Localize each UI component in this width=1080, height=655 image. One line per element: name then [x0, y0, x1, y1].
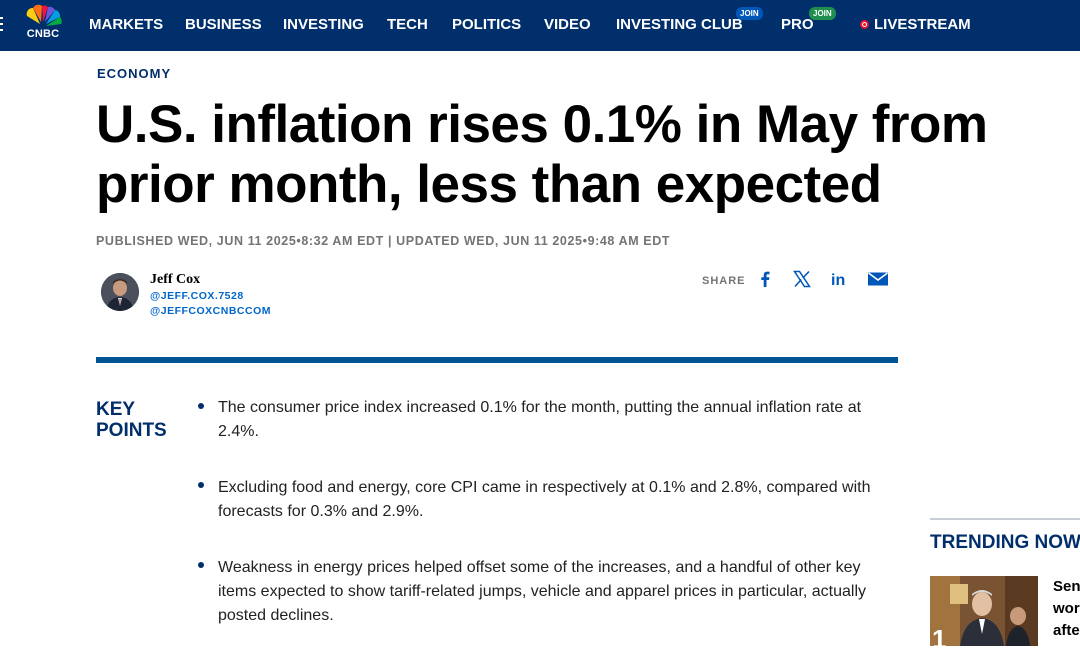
x-icon[interactable] — [791, 268, 813, 290]
facebook-icon[interactable] — [754, 268, 776, 290]
author-avatar[interactable] — [101, 273, 139, 311]
nav-investing-club[interactable]: INVESTING CLUB — [616, 16, 743, 33]
top-nav: CNBC MARKETS BUSINESS INVESTING TECH POL… — [0, 0, 1080, 51]
author-name[interactable]: Jeff Cox — [150, 272, 201, 287]
bullet-icon — [198, 403, 204, 409]
bullet-icon — [198, 562, 204, 568]
email-icon[interactable] — [867, 268, 889, 290]
linkedin-icon[interactable]: in — [829, 268, 851, 290]
nav-investing[interactable]: INVESTING — [283, 16, 364, 33]
cnbc-wordmark[interactable]: CNBC — [26, 28, 60, 40]
share-label: SHARE — [702, 275, 746, 287]
trending-divider — [930, 518, 1080, 520]
author-twitter-handle[interactable]: @JEFFCOXCNBCCOM — [150, 305, 271, 317]
investing-club-join-badge[interactable]: JOIN — [736, 7, 763, 20]
key-point-2: Excluding food and energy, core CPI came… — [218, 479, 871, 520]
article-headline: U.S. inflation rises 0.1% in May from pr… — [96, 95, 988, 214]
trending-thumbnail[interactable] — [930, 576, 1038, 646]
section-kicker[interactable]: ECONOMY — [97, 66, 172, 81]
key-points-divider — [96, 357, 898, 363]
nav-politics[interactable]: POLITICS — [452, 16, 522, 33]
trending-title: TRENDING NOW — [930, 532, 1080, 553]
cnbc-peacock-logo-icon[interactable] — [20, 4, 66, 46]
nav-markets[interactable]: MARKETS — [89, 16, 164, 33]
nav-business[interactable]: BUSINESS — [185, 16, 262, 33]
nav-tech[interactable]: TECH — [387, 16, 428, 33]
author-facebook-handle[interactable]: @JEFF.COX.7528 — [150, 290, 244, 302]
article-timestamp: PUBLISHED WED, JUN 11 2025•8:32 AM EDT |… — [96, 234, 671, 248]
key-point-3: Weakness in energy prices helped offset … — [218, 559, 867, 624]
nav-livestream[interactable]: LIVESTREAM — [874, 16, 971, 33]
nav-video[interactable]: VIDEO — [544, 16, 591, 33]
svg-text:in: in — [831, 272, 845, 289]
pro-join-badge[interactable]: JOIN — [809, 7, 836, 20]
nav-pro[interactable]: PRO — [781, 16, 814, 33]
trending-headline[interactable]: Sen wor afte — [1053, 576, 1080, 642]
trending-headline-line-2: wor — [1053, 600, 1080, 617]
key-point-1: The consumer price index increased 0.1% … — [218, 399, 862, 440]
key-points-title: KEY POINTS — [96, 399, 167, 441]
trending-headline-line-3: afte — [1053, 622, 1080, 639]
trending-rank: 1 — [932, 624, 947, 654]
menu-icon[interactable] — [0, 17, 3, 35]
trending-photo — [930, 576, 1038, 646]
live-indicator-icon — [860, 20, 869, 29]
trending-headline-line-1: Sen — [1053, 578, 1080, 595]
author-photo — [101, 273, 139, 311]
bullet-icon — [198, 482, 204, 488]
